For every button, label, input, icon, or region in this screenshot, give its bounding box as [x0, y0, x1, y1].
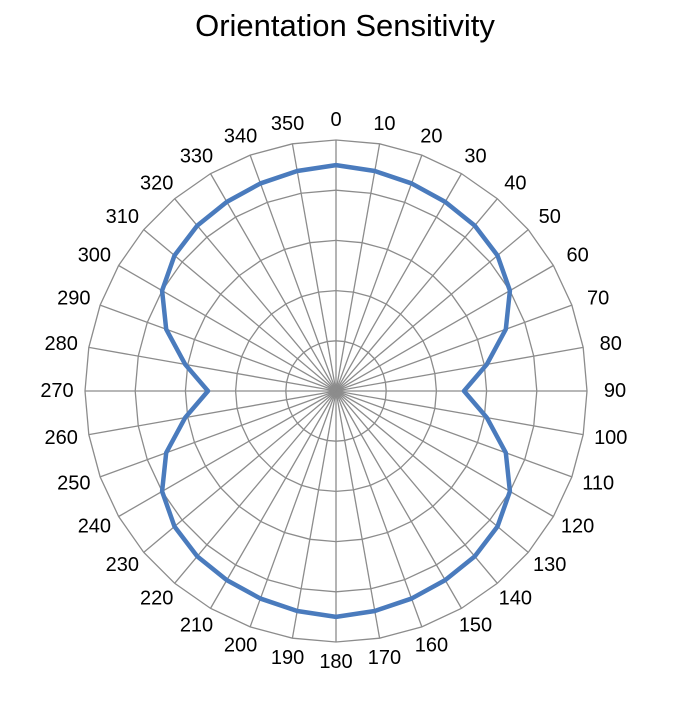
grid-spoke	[335, 390, 584, 436]
grid-spoke	[335, 390, 463, 609]
tick-label: 190	[271, 647, 304, 669]
tick-label: 310	[106, 206, 139, 228]
tick-label: 0	[330, 109, 341, 131]
grid-spoke	[335, 264, 554, 392]
grid-spoke	[174, 198, 337, 392]
grid-spoke	[335, 198, 498, 392]
tick-label: 50	[539, 206, 561, 228]
grid-spoke	[249, 390, 337, 628]
tick-label: 60	[566, 245, 588, 267]
tick-label: 40	[504, 172, 526, 194]
tick-label: 320	[140, 172, 173, 194]
grid-spoke	[335, 390, 573, 478]
tick-label: 340	[224, 125, 257, 147]
tick-label: 30	[464, 145, 486, 167]
tick-label: 80	[600, 333, 622, 355]
tick-label: 330	[180, 145, 213, 167]
tick-label: 120	[561, 516, 594, 538]
chart-title: Orientation Sensitivity	[195, 8, 495, 43]
grid-spoke	[335, 346, 584, 392]
tick-label: 280	[45, 333, 78, 355]
grid-spoke	[209, 173, 337, 392]
tick-label: 90	[604, 380, 626, 402]
grid-spoke	[88, 390, 337, 436]
grid-spoke	[99, 390, 337, 478]
tick-label: 70	[587, 287, 609, 309]
series-line	[159, 162, 513, 620]
grid-spoke	[335, 390, 381, 639]
tick-label: 140	[499, 588, 532, 610]
grid-spoke	[291, 143, 337, 392]
tick-label: 20	[420, 125, 442, 147]
grid-spoke	[335, 390, 423, 628]
tick-label: 100	[594, 427, 627, 449]
grid-spoke	[118, 264, 337, 392]
grid-spoke	[335, 143, 381, 392]
grid-spoke	[335, 173, 463, 392]
grid-spoke	[335, 304, 573, 392]
tick-label: 200	[224, 635, 257, 657]
tick-label: 210	[180, 615, 213, 637]
grid-spoke	[249, 154, 337, 392]
grid-spoke	[335, 390, 498, 584]
tick-label: 10	[373, 113, 395, 135]
tick-label: 160	[415, 635, 448, 657]
grid-spoke	[291, 390, 337, 639]
tick-label: 260	[45, 427, 78, 449]
radar-spokes	[85, 140, 587, 642]
tick-label: 180	[319, 651, 352, 673]
grid-spoke	[174, 390, 337, 584]
tick-label: 150	[459, 615, 492, 637]
tick-label: 350	[271, 113, 304, 135]
tick-label: 220	[140, 588, 173, 610]
tick-label: 230	[106, 554, 139, 576]
tick-label: 110	[582, 473, 614, 495]
grid-spoke	[88, 346, 337, 392]
radar-series	[159, 162, 513, 620]
tick-label: 290	[57, 287, 90, 309]
grid-spoke	[209, 390, 337, 609]
tick-label: 240	[78, 516, 111, 538]
tick-label: 170	[368, 647, 401, 669]
tick-label: 130	[533, 554, 566, 576]
grid-spoke	[118, 390, 337, 518]
grid-spoke	[99, 304, 337, 392]
grid-spoke	[335, 154, 423, 392]
tick-label: 270	[40, 380, 73, 402]
tick-label: 300	[78, 245, 111, 267]
grid-spoke	[335, 390, 554, 518]
tick-label: 250	[57, 473, 90, 495]
